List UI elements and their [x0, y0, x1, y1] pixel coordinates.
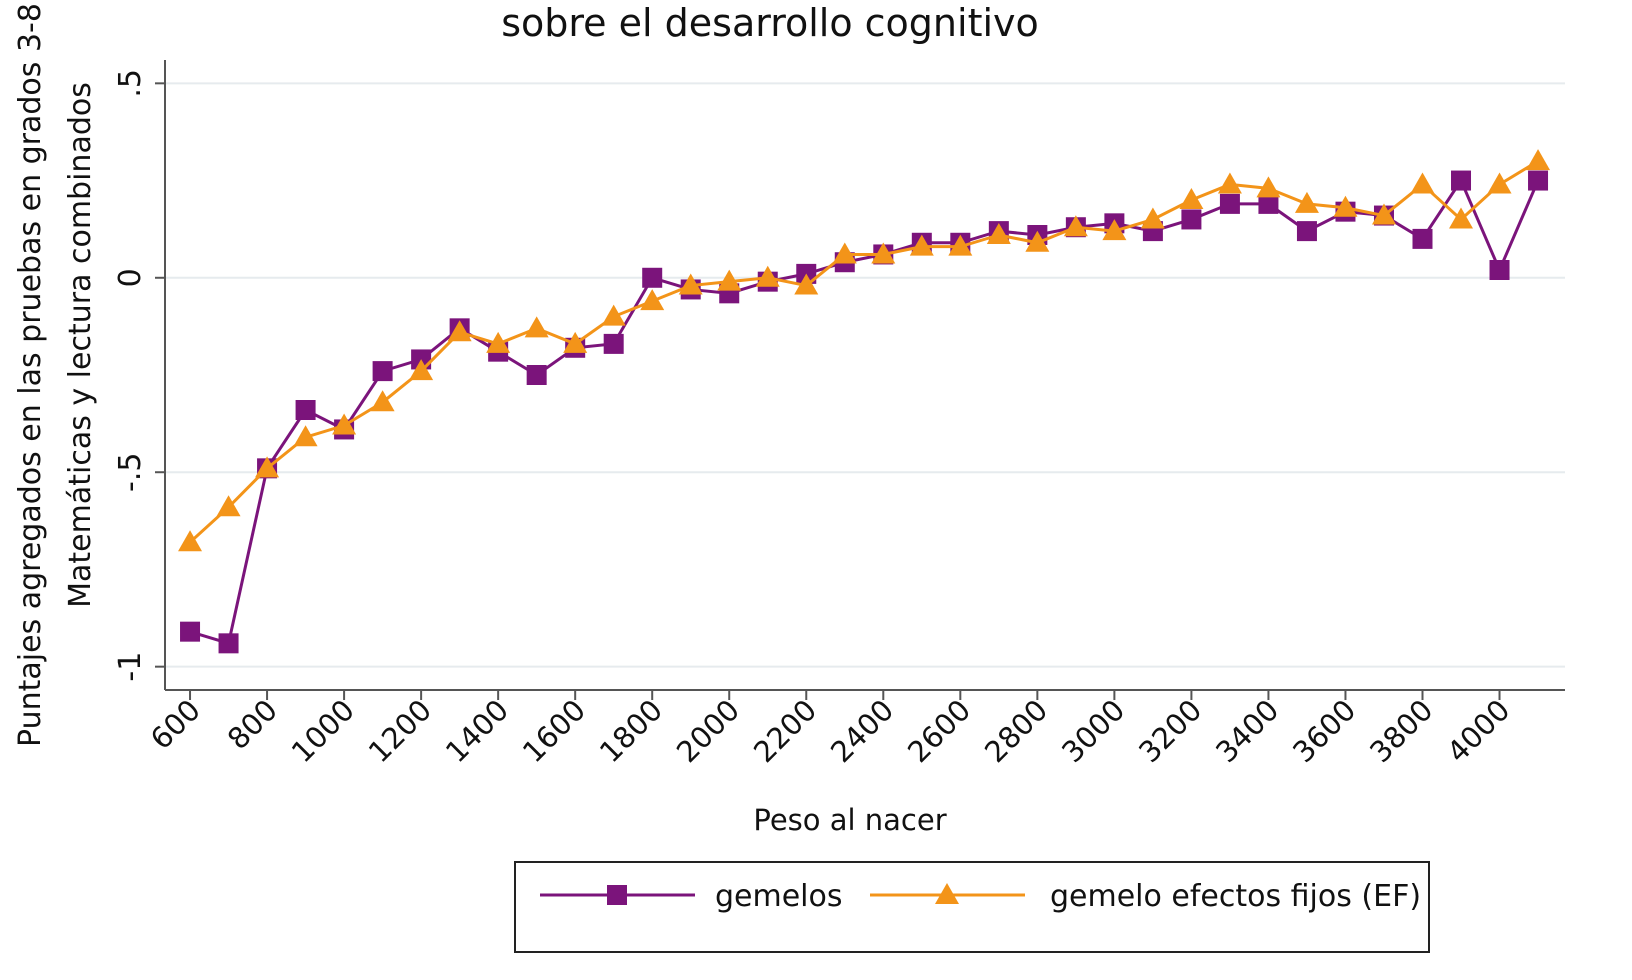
marker: [1181, 209, 1202, 230]
marker: [1451, 170, 1472, 191]
legend-marker: [935, 883, 959, 904]
marker: [1412, 228, 1433, 249]
y-tick-label: .5: [113, 69, 148, 98]
marker: [603, 333, 624, 354]
legend-marker: [607, 885, 627, 905]
chart-title: sobre el desarrollo cognitivo: [501, 1, 1039, 45]
marker: [1371, 203, 1396, 225]
marker: [526, 365, 547, 385]
y-tick-label: 0: [113, 268, 148, 287]
marker: [563, 331, 588, 353]
marker: [986, 223, 1011, 244]
marker: [178, 530, 203, 552]
marker: [180, 621, 201, 642]
legend: [514, 861, 1430, 953]
marker: [1487, 172, 1512, 194]
marker: [372, 361, 393, 382]
marker: [1217, 172, 1242, 194]
marker: [447, 320, 472, 342]
marker: [871, 242, 896, 264]
marker: [1528, 170, 1549, 191]
marker: [678, 273, 703, 295]
marker: [642, 267, 663, 288]
marker: [640, 289, 665, 311]
marker: [486, 331, 511, 353]
y-tick-label: -1: [113, 652, 148, 682]
marker: [1179, 188, 1204, 209]
marker: [755, 265, 780, 287]
legend-label: gemelo efectos fijos (EF): [1050, 879, 1421, 914]
marker: [332, 413, 357, 435]
marker: [1294, 191, 1319, 213]
marker: [717, 269, 742, 291]
marker: [832, 242, 857, 264]
marker: [1410, 172, 1435, 194]
marker: [1526, 149, 1551, 171]
marker: [909, 234, 934, 256]
marker: [1102, 219, 1127, 241]
marker: [409, 359, 434, 381]
marker: [295, 400, 316, 420]
y-tick-label: -.5: [113, 452, 148, 491]
marker: [1063, 215, 1088, 237]
marker: [255, 456, 280, 478]
marker: [524, 316, 549, 338]
marker: [601, 304, 626, 326]
marker: [370, 390, 395, 412]
marker: [1296, 221, 1317, 242]
marker: [216, 495, 241, 517]
marker: [1219, 193, 1240, 214]
marker: [1258, 193, 1279, 214]
y-axis-label: Matemáticas y lectura combinados: [63, 82, 98, 608]
marker: [1140, 207, 1165, 229]
legend-label: gemelos: [715, 879, 843, 914]
marker: [293, 425, 318, 447]
marker: [1489, 260, 1510, 280]
marker: [948, 234, 973, 256]
marker: [218, 633, 239, 654]
marker: [1025, 230, 1050, 252]
marker: [794, 273, 819, 295]
marker: [1333, 195, 1358, 217]
marker: [1256, 176, 1281, 198]
x-axis-label: Peso al nacer: [753, 803, 946, 837]
y-axis-label: Puntajes agregados en las pruebas en gra…: [13, 3, 48, 747]
marker: [1449, 207, 1474, 229]
